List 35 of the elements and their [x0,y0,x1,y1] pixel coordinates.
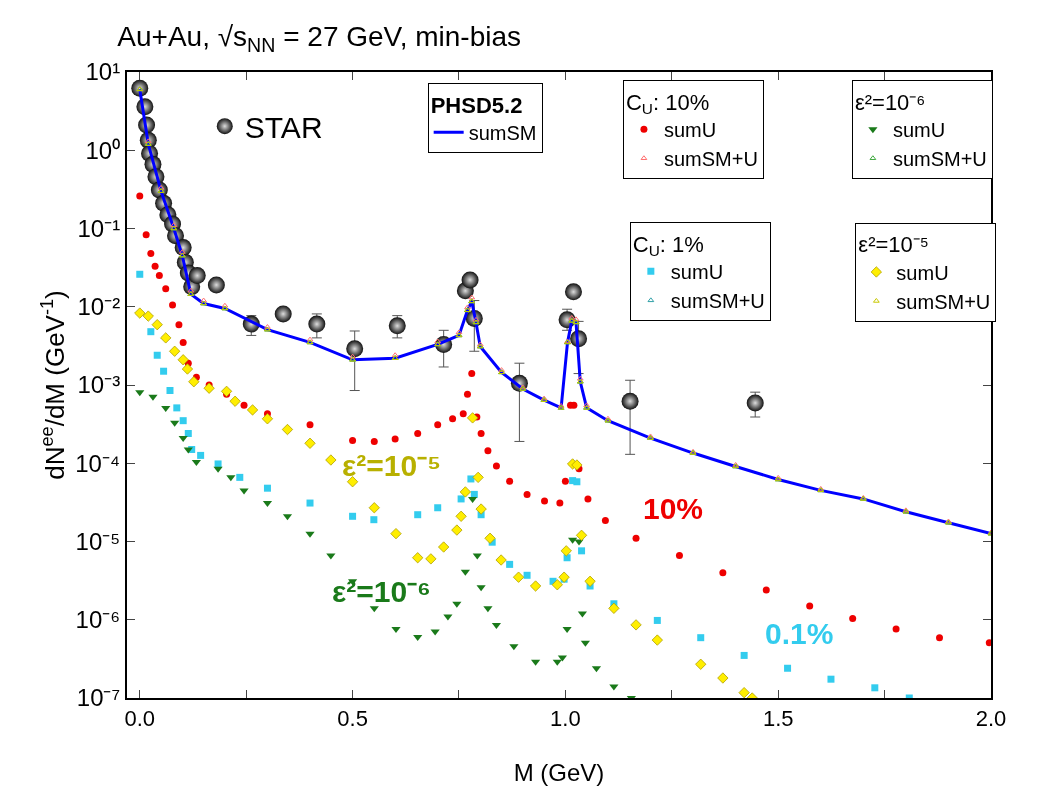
legend-label: sumSM+U [670,290,765,313]
x-axis-title: M (GeV) [513,759,605,786]
y-tick-label: 10⁻⁶ [75,606,121,634]
text: PHSD5.2 [430,92,523,118]
legend-label: sumSM+U [892,148,987,171]
annotation: 10% [643,492,704,525]
chart-title: Au+Au, √s$_{NN}$ = 27 GeV, min-bias [117,20,522,56]
legend-label: sumSM+U [896,290,991,313]
x-tick-label: 0.0 [124,706,156,732]
y-tick-label: 10⁻⁷ [76,684,121,712]
y-tick-label: 10⁻³ [77,371,121,399]
x-tick-label: 0.5 [337,706,368,732]
text: C$_{U}$: 1% [632,231,704,260]
x-tick-label: 1.5 [762,706,794,732]
x-tick-label: 1.0 [550,706,581,732]
legend-label: sumSM+U [663,148,758,171]
legend-label: sumU [663,119,717,142]
annotation: 0.1% [765,617,834,650]
text: ε²=10⁻⁵ [858,232,929,258]
legend-label: sumU [670,261,724,284]
y-tick-label: 10⁻⁴ [75,449,121,477]
y-tick-label: 10⁻¹ [77,214,121,242]
legend-label: sumU [896,261,949,284]
annotation: ε²=10⁻⁶ [332,575,431,608]
text: C$_{U}$: 10% [625,89,710,118]
legend-label: STAR [244,110,323,144]
x-tick-label: 2.0 [975,706,1007,732]
text: ε²=10⁻⁶ [854,89,926,115]
y-tick-label: 10⁻² [77,293,121,321]
y-tick-label: 10¹ [85,58,121,86]
annotation: ε²=10⁻⁵ [342,449,442,482]
legend-label: sumSM [468,122,537,145]
y-tick-label: 10⁰ [85,136,121,164]
y-tick-label: 10⁻⁵ [75,527,121,555]
legend-label: sumU [892,119,946,142]
